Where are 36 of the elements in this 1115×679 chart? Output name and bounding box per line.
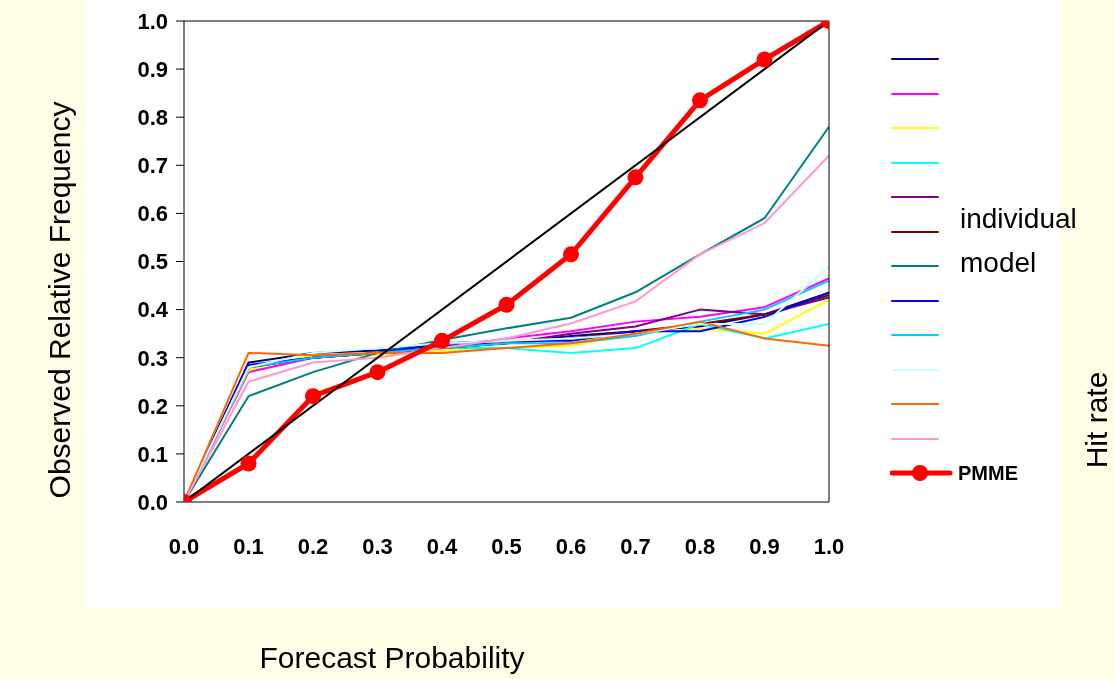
y-tick-label: 1.0 [137, 8, 168, 34]
x-tick-label: 0.4 [426, 533, 459, 559]
point [563, 246, 579, 263]
point [240, 455, 257, 472]
y-tick-label: 0.0 [137, 489, 168, 515]
y-tick-label: 0.6 [137, 201, 168, 227]
x-tick-label: 0.0 [168, 533, 200, 559]
x-tick-label: 0.7 [620, 533, 651, 559]
point [498, 296, 515, 313]
y-tick-label: 0.1 [137, 441, 168, 467]
x-tick-label: 0.5 [491, 533, 522, 559]
y-tick-label: 0.5 [137, 249, 168, 275]
point [369, 364, 386, 381]
point [756, 51, 773, 68]
y-tick-label: 0.3 [137, 345, 168, 371]
y-tick-label: 0.7 [137, 153, 168, 179]
x-tick-label: 0.2 [297, 533, 329, 559]
x-tick-label: 0.1 [233, 533, 264, 559]
y-tick-label: 0.8 [137, 105, 168, 131]
point [305, 388, 321, 405]
y-tick-label: 0.9 [137, 56, 168, 82]
x-tick-label: 0.9 [749, 533, 780, 559]
text: Hit rate [1080, 371, 1114, 469]
y-axis-title: Observed Relative Frequency [43, 100, 77, 500]
x-tick-label: 0.3 [362, 533, 393, 559]
x-tick-label: 1.0 [813, 533, 845, 559]
point [434, 332, 450, 349]
y-tick-label: 0.2 [137, 393, 168, 419]
x-axis-title: Forecast Probability [259, 641, 525, 675]
text: individual model [960, 202, 1078, 280]
y-tick-label: 0.4 [137, 297, 169, 323]
x-tick-label: 0.6 [555, 533, 587, 559]
point [627, 169, 644, 186]
x-tick-label: 0.8 [684, 533, 716, 559]
legend-label: PMME [958, 461, 1018, 485]
point [692, 92, 708, 109]
